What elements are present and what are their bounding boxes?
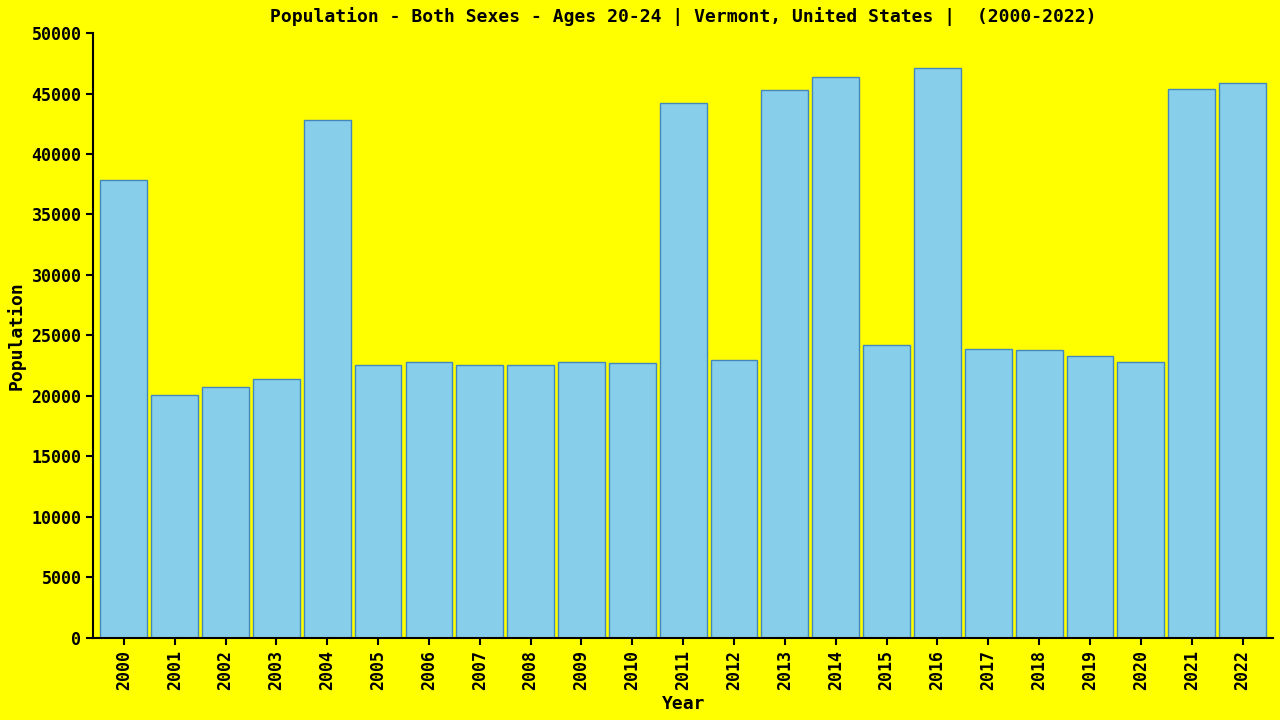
Text: 42773: 42773	[308, 105, 346, 118]
Bar	[558, 362, 605, 638]
Bar	[151, 395, 198, 638]
Title: Population - Both Sexes - Ages 20-24 | Vermont, United States |  (2000-2022): Population - Both Sexes - Ages 20-24 | V…	[270, 7, 1097, 26]
Bar	[355, 365, 402, 638]
Bar	[303, 120, 351, 638]
Bar	[100, 180, 147, 638]
Text: 22581: 22581	[461, 349, 498, 362]
Bar	[1066, 356, 1114, 638]
Text: 22531: 22531	[360, 350, 397, 363]
Text: 22834: 22834	[1123, 346, 1160, 359]
Bar	[457, 364, 503, 638]
Text: 22771: 22771	[410, 347, 448, 360]
Text: 22571: 22571	[512, 349, 549, 362]
Bar	[710, 360, 758, 638]
Text: 23324: 23324	[1071, 341, 1108, 354]
Bar	[507, 365, 554, 638]
Text: 23754: 23754	[1020, 335, 1057, 348]
Text: 24215: 24215	[868, 330, 905, 343]
Bar	[406, 362, 452, 638]
X-axis label: Year: Year	[662, 695, 705, 713]
Bar	[1016, 351, 1062, 638]
Bar	[762, 90, 808, 638]
Text: 44221: 44221	[664, 88, 701, 101]
Text: 45360: 45360	[1172, 73, 1211, 86]
Text: 23875: 23875	[969, 333, 1007, 346]
Bar	[202, 387, 248, 638]
Text: 22992: 22992	[716, 344, 753, 357]
Text: 21412: 21412	[257, 364, 296, 377]
Text: 22768: 22768	[563, 347, 600, 360]
Text: 22682: 22682	[613, 348, 652, 361]
Text: 47105: 47105	[919, 53, 956, 66]
Bar	[1169, 89, 1215, 638]
Bar	[965, 349, 1011, 638]
Y-axis label: Population: Population	[6, 281, 26, 390]
Bar	[609, 364, 655, 638]
Text: 45303: 45303	[767, 74, 804, 87]
Text: 20709: 20709	[207, 372, 244, 385]
Bar	[914, 68, 961, 638]
Bar	[1117, 361, 1165, 638]
Text: 45899: 45899	[1224, 67, 1261, 80]
Bar	[1219, 83, 1266, 638]
Text: 37852: 37852	[105, 165, 142, 178]
Bar	[813, 77, 859, 638]
Bar	[659, 103, 707, 638]
Bar	[863, 345, 910, 638]
Bar	[253, 379, 300, 638]
Text: 20046: 20046	[156, 380, 193, 393]
Text: 46371: 46371	[817, 61, 855, 74]
